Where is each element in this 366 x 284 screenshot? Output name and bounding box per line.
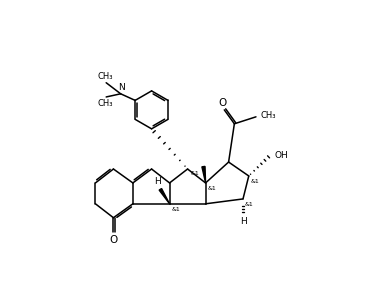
Text: H: H <box>240 217 246 225</box>
Polygon shape <box>159 189 169 204</box>
Text: &1: &1 <box>244 202 253 207</box>
Text: &1: &1 <box>208 186 216 191</box>
Text: O: O <box>219 98 227 108</box>
Text: &1: &1 <box>172 207 180 212</box>
Polygon shape <box>202 166 206 183</box>
Text: N: N <box>118 83 124 93</box>
Text: &1: &1 <box>251 179 259 184</box>
Text: CH₃: CH₃ <box>97 99 113 108</box>
Text: CH₃: CH₃ <box>261 111 276 120</box>
Text: H: H <box>154 177 161 186</box>
Text: &1: &1 <box>190 171 199 176</box>
Text: CH₃: CH₃ <box>97 72 113 81</box>
Text: OH: OH <box>274 151 288 160</box>
Text: O: O <box>109 235 117 245</box>
